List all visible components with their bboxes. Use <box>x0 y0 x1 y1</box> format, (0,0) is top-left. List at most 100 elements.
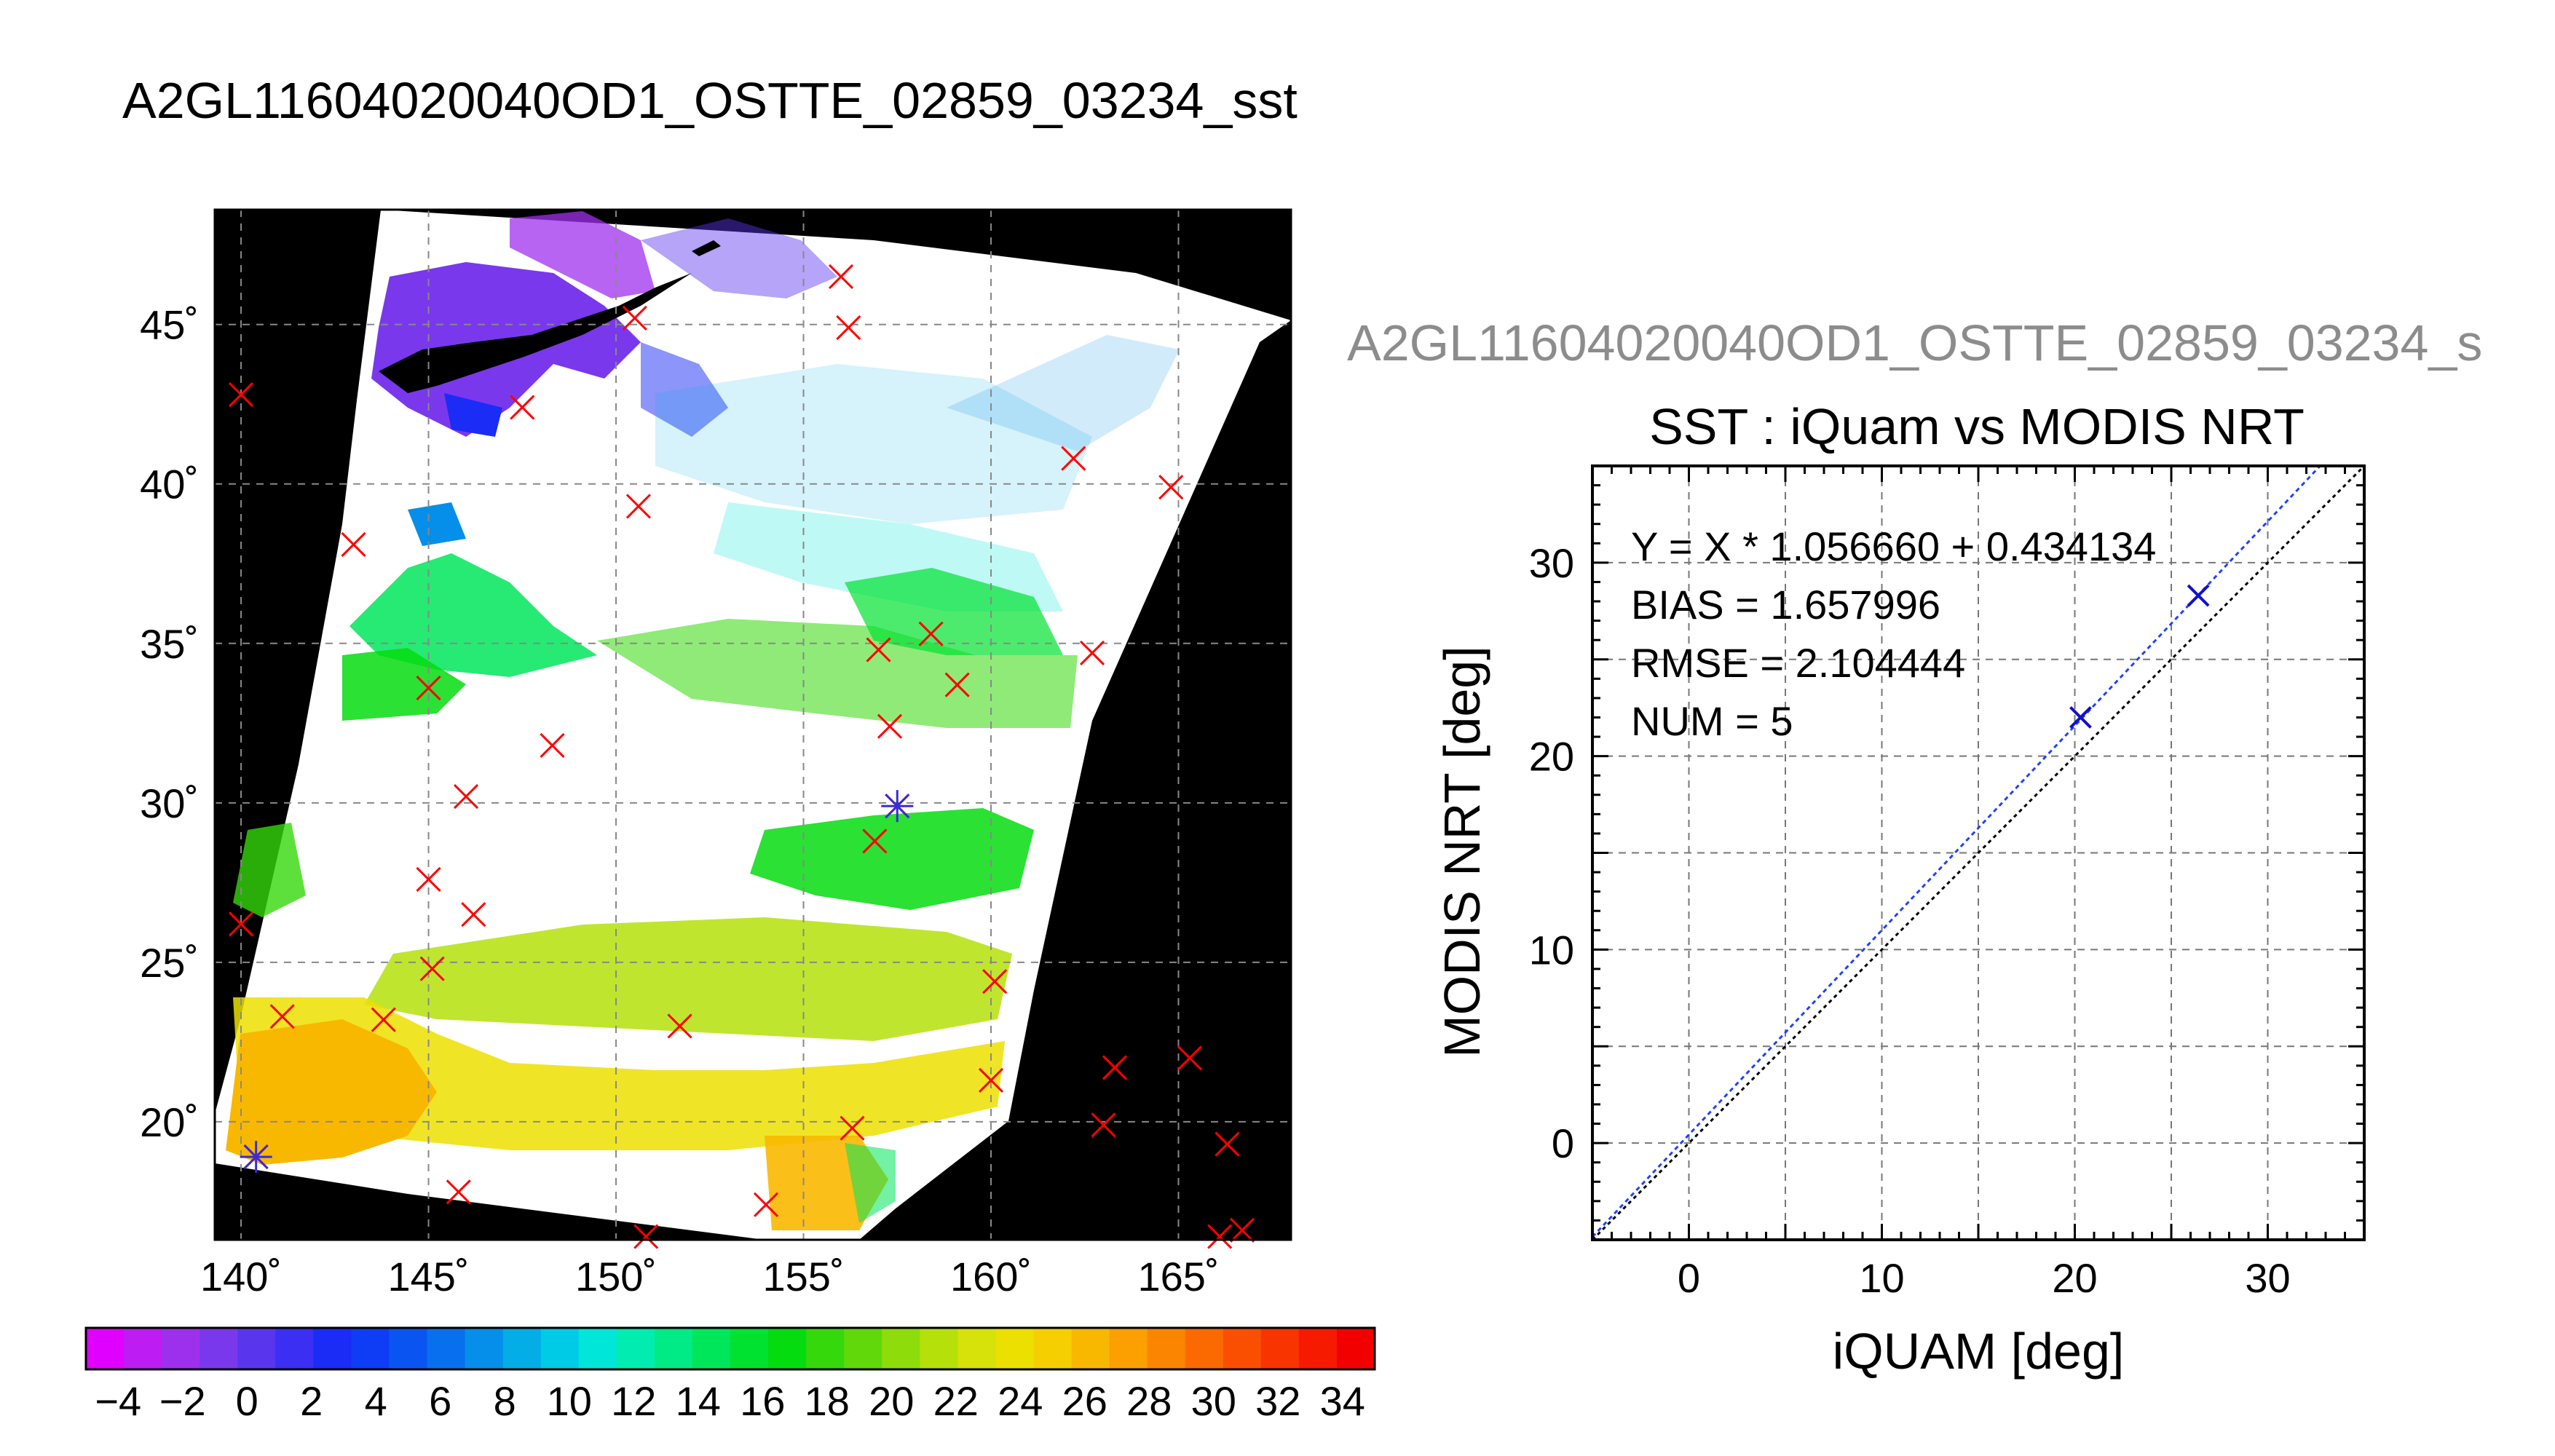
rmse-stat: RMSE = 2.104444 <box>1631 640 1965 686</box>
matchup-marker-stroke <box>866 637 891 662</box>
sst-patch <box>408 502 466 546</box>
sst-patch <box>444 393 502 437</box>
matchup-marker <box>978 1067 1004 1093</box>
map-axis-labels: 140˚ 145˚ 150˚ 155˚ 160˚ 165˚ 20˚ 25˚ 30˚ 35˚ 40˚ 4… <box>140 302 1219 1299</box>
longitude-label: 150˚ <box>575 1254 657 1299</box>
matchup-marker <box>510 395 535 420</box>
sst-colorbar: −4 −2 0 2 4 6 8 10 12 14 16 18 20 22 24 26 28 30 32 34 <box>84 1326 1376 1424</box>
y-axis-label: MODIS NRT [deg] <box>1434 646 1490 1057</box>
sst-patch <box>226 1019 437 1165</box>
colorbar-cell <box>806 1328 845 1369</box>
colorbar-cell <box>844 1328 882 1369</box>
colorbar-cell <box>920 1328 958 1369</box>
matchup-marker-stroke <box>840 1115 865 1141</box>
sst-patch <box>364 917 1012 1041</box>
matchup-marker-stroke <box>416 866 441 893</box>
colorbar-cell <box>540 1328 580 1369</box>
matchup-marker-stroke <box>877 713 903 739</box>
colorbar-tick-label: 26 <box>1062 1378 1107 1424</box>
sst-patch <box>845 568 1063 655</box>
colorbar-cell <box>1260 1328 1300 1369</box>
colorbar-cell <box>578 1328 617 1369</box>
map-graticule <box>215 210 1291 1240</box>
matchup-marker-stroke <box>1207 1224 1233 1249</box>
matchup-marker-stroke <box>1177 1045 1203 1071</box>
colorbar-cell <box>1109 1328 1148 1369</box>
colorbar-tick-label: 6 <box>429 1378 451 1424</box>
colorbar-cell <box>616 1328 655 1369</box>
longitude-label: 160˚ <box>950 1254 1032 1299</box>
colorbar-cell <box>1223 1328 1262 1369</box>
used-marker-stroke <box>885 794 910 819</box>
colorbar-cell <box>1033 1328 1073 1369</box>
colorbar-cell <box>162 1328 200 1369</box>
matchup-marker-stroke <box>667 1013 692 1039</box>
matchup-marker-stroke <box>625 494 651 519</box>
y-tick-label: 20 <box>1529 734 1574 780</box>
colorbar-tick-label: 8 <box>494 1378 516 1424</box>
matchup-marker <box>622 305 647 331</box>
matchup-marker-stroke <box>540 732 565 759</box>
sst-patch <box>641 342 728 437</box>
colorbar-cell <box>389 1328 428 1369</box>
matchup-marker-stroke <box>828 264 854 290</box>
coastline <box>379 273 692 393</box>
matchup-marker <box>982 969 1008 994</box>
colorbar-cell <box>995 1328 1035 1369</box>
sst-patch <box>597 619 1078 728</box>
colorbar-cell <box>692 1328 731 1369</box>
colorbar-cell <box>124 1328 162 1369</box>
matchup-marker <box>540 732 565 759</box>
matchup-marker <box>446 1179 471 1205</box>
sst-patch <box>947 335 1180 451</box>
matchup-marker <box>862 828 888 854</box>
matchup-marker <box>625 494 651 519</box>
x-tick-label: 10 <box>1859 1255 1904 1301</box>
matchup-marker <box>1091 1112 1116 1138</box>
sst-patch <box>845 1143 896 1223</box>
matchup-marker-stroke <box>1091 1112 1116 1138</box>
land-mask <box>379 240 721 393</box>
colorbar-tick-label: 14 <box>676 1378 721 1424</box>
scatter-axis-ticks: 0 10 20 30 0 10 20 30 <box>1529 464 2366 1301</box>
colorbar-tick-label: 18 <box>805 1378 850 1424</box>
latitude-label: 40˚ <box>140 462 199 507</box>
colorbar-cell <box>1185 1328 1224 1369</box>
colorbar-cell <box>200 1328 238 1369</box>
colorbar-tick-label: −4 <box>95 1378 141 1424</box>
sst-patch <box>655 364 1092 524</box>
colorbar-tick-label: 4 <box>365 1378 387 1424</box>
matchup-marker-stroke <box>633 1224 659 1249</box>
matchup-marker <box>371 1007 396 1032</box>
matchup-marker-stroke <box>510 395 535 420</box>
matchup-marker-stroke <box>461 902 486 927</box>
matchup-marker-stroke <box>228 911 254 937</box>
used-matchup-marker <box>881 790 914 823</box>
longitude-label: 140˚ <box>200 1254 282 1299</box>
colorbar-tick-label: 0 <box>236 1378 258 1424</box>
matchup-marker <box>1229 1217 1255 1243</box>
matchup-marker <box>877 713 903 739</box>
colorbar-cell <box>313 1328 352 1369</box>
matchup-marker <box>453 784 479 810</box>
colorbar-cell <box>86 1328 125 1369</box>
colorbar-tick-label: 24 <box>998 1378 1043 1424</box>
colorbar-tick-label: 12 <box>611 1378 656 1424</box>
colorbar-cell <box>351 1328 390 1369</box>
matchup-marker <box>840 1115 865 1141</box>
matchup-marker-stroke <box>341 531 366 558</box>
matchup-marker <box>1215 1131 1240 1157</box>
matchup-marker <box>228 382 254 408</box>
matchup-marker-stroke <box>419 956 445 981</box>
matchup-marker-stroke <box>1061 446 1086 471</box>
scatter-points <box>2069 584 2210 729</box>
matchup-marker-stroke <box>1102 1055 1128 1080</box>
matchup-marker-stroke <box>836 315 861 341</box>
colorbar-cell <box>502 1328 542 1369</box>
data-point <box>2069 706 2092 729</box>
matchup-marker-stroke <box>753 1192 779 1217</box>
colorbar-tick-label: 30 <box>1191 1378 1236 1424</box>
matchup-marker-stroke <box>446 1179 471 1205</box>
sst-patch <box>750 808 1034 910</box>
